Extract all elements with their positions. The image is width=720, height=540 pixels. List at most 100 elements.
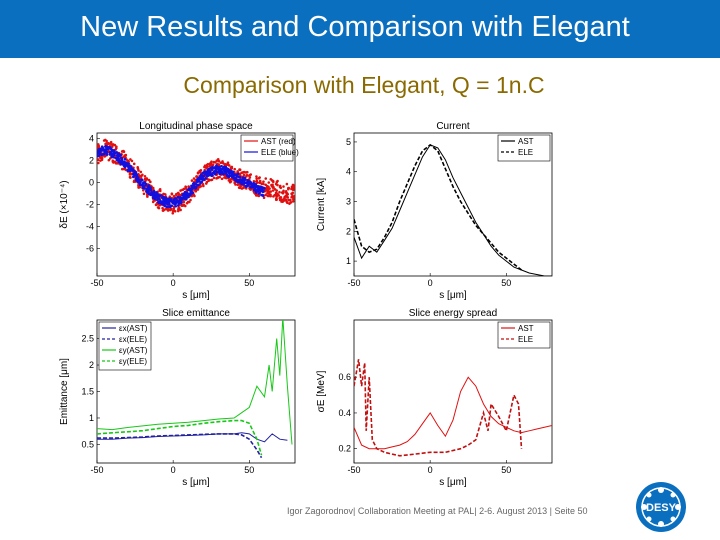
data-point — [285, 182, 289, 186]
data-point — [111, 143, 115, 146]
data-point — [267, 181, 271, 184]
data-point — [176, 199, 179, 202]
footer-text: Igor Zagorodnov| Collaboration Meeting a… — [287, 506, 588, 516]
y-tick-label: 0.2 — [338, 444, 351, 454]
data-point — [142, 185, 146, 188]
y-tick-label: -2 — [86, 200, 94, 210]
data-point — [202, 171, 206, 174]
data-point — [196, 177, 199, 181]
data-point — [284, 194, 288, 198]
data-point — [103, 155, 107, 158]
data-point — [292, 197, 295, 201]
data-point — [100, 153, 103, 156]
y-tick-label: 0.4 — [338, 408, 351, 418]
data-point — [216, 176, 220, 180]
data-point — [264, 183, 268, 187]
data-point — [129, 176, 132, 179]
data-point — [152, 195, 156, 199]
data-point — [108, 142, 111, 145]
data-point — [164, 207, 168, 211]
y-tick-label: -4 — [86, 222, 94, 232]
data-point — [120, 167, 124, 171]
data-point — [227, 171, 231, 175]
data-point — [271, 189, 275, 192]
data-point — [293, 184, 295, 187]
data-point — [215, 164, 218, 168]
data-point — [278, 190, 281, 194]
legend-label: εx(ELE) — [119, 335, 147, 344]
data-point — [157, 197, 161, 201]
data-point — [196, 183, 199, 187]
data-point — [267, 194, 271, 198]
data-point — [265, 189, 269, 192]
data-point — [256, 185, 259, 189]
data-point — [202, 178, 206, 181]
data-point — [218, 172, 222, 176]
y-tick-label: 1.5 — [81, 387, 94, 397]
data-point — [126, 164, 129, 168]
data-point — [275, 195, 279, 198]
data-point — [119, 153, 122, 157]
legend-box — [240, 134, 294, 162]
data-point — [161, 209, 165, 212]
data-point — [279, 196, 283, 199]
slide-subtitle: Comparison with Elegant, Q = 1n.C — [183, 72, 545, 98]
data-point — [100, 145, 104, 148]
data-point — [261, 193, 264, 197]
data-point — [97, 154, 99, 158]
series-line — [97, 433, 263, 459]
data-point — [108, 145, 111, 149]
data-point — [149, 193, 152, 197]
data-point — [99, 156, 102, 159]
data-point — [209, 172, 212, 175]
data-point — [242, 182, 245, 186]
data-point — [140, 178, 144, 182]
data-point — [217, 163, 221, 166]
data-point — [278, 184, 282, 188]
y-tick-label: 0 — [89, 178, 94, 188]
data-point — [97, 158, 100, 162]
data-point — [229, 174, 233, 177]
x-tick-label: -50 — [90, 465, 103, 475]
data-point — [213, 169, 217, 173]
data-point — [264, 177, 268, 180]
logo-text: DESY — [646, 502, 677, 514]
x-tick-label: 0 — [171, 278, 176, 288]
x-tick-label: 50 — [501, 465, 511, 475]
data-point — [173, 209, 177, 213]
data-point — [218, 166, 221, 169]
data-point — [136, 165, 140, 169]
data-point — [242, 173, 246, 177]
data-point — [136, 176, 140, 179]
data-point — [205, 172, 208, 176]
x-tick-label: 0 — [428, 278, 433, 288]
data-point — [191, 191, 194, 194]
data-point — [97, 161, 100, 165]
data-point — [187, 192, 191, 196]
data-point — [287, 186, 290, 190]
data-point — [199, 173, 203, 177]
data-point — [250, 183, 254, 186]
data-point — [122, 161, 125, 164]
data-point — [284, 198, 288, 202]
data-point — [273, 193, 276, 197]
data-point — [187, 185, 190, 188]
data-point — [267, 190, 271, 194]
x-tick-label: -50 — [347, 278, 360, 288]
data-point — [272, 186, 275, 189]
data-point — [179, 201, 183, 205]
plot-group — [354, 143, 552, 276]
data-point — [245, 173, 249, 177]
data-point — [249, 173, 253, 176]
data-point — [143, 174, 147, 178]
data-point — [221, 160, 224, 163]
data-point — [172, 200, 176, 204]
data-point — [241, 171, 245, 174]
chart-slice-emittance: Slice emittance -50 0 50 2.5 2 1.5 1 0.5 s [μm] Em… — [59, 308, 296, 488]
data-point — [128, 173, 132, 176]
data-point — [156, 206, 160, 209]
plot-group — [97, 320, 293, 459]
data-point — [282, 189, 285, 193]
data-point — [212, 176, 216, 180]
data-point — [168, 205, 171, 209]
